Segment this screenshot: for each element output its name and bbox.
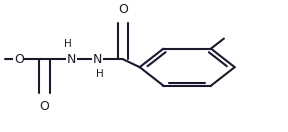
Text: O: O: [14, 53, 24, 66]
Text: N: N: [67, 53, 76, 66]
Text: N: N: [93, 53, 102, 66]
Text: H: H: [96, 69, 104, 79]
Text: H: H: [64, 39, 72, 50]
Text: O: O: [40, 100, 50, 113]
Text: O: O: [118, 3, 128, 16]
